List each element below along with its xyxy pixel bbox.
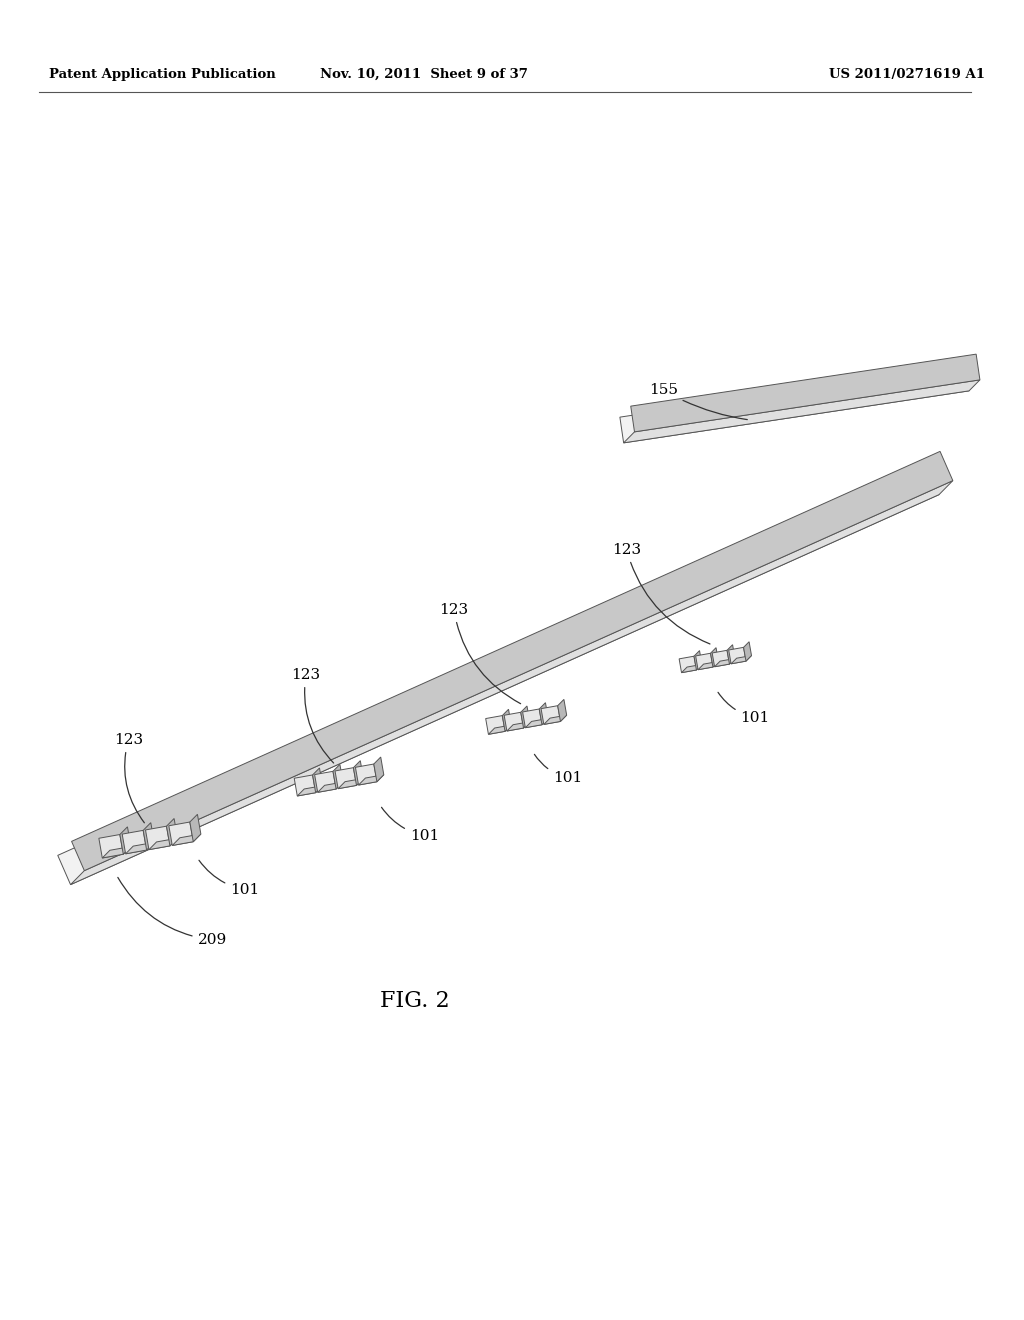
Polygon shape xyxy=(711,648,719,667)
Polygon shape xyxy=(504,713,523,731)
Polygon shape xyxy=(503,709,511,731)
Text: 123: 123 xyxy=(612,543,710,644)
Text: Patent Application Publication: Patent Application Publication xyxy=(49,69,276,81)
Text: FIG. 2: FIG. 2 xyxy=(380,990,450,1012)
Polygon shape xyxy=(743,642,752,661)
Polygon shape xyxy=(715,659,735,667)
Polygon shape xyxy=(122,830,146,854)
Polygon shape xyxy=(57,466,939,884)
Text: 209: 209 xyxy=(118,878,226,946)
Polygon shape xyxy=(731,656,752,664)
Polygon shape xyxy=(172,834,201,846)
Polygon shape xyxy=(620,366,969,442)
Polygon shape xyxy=(695,653,713,669)
Polygon shape xyxy=(729,647,745,664)
Polygon shape xyxy=(624,380,980,442)
Polygon shape xyxy=(314,771,336,792)
Polygon shape xyxy=(72,451,953,871)
Polygon shape xyxy=(355,764,377,785)
Polygon shape xyxy=(120,826,131,854)
Polygon shape xyxy=(525,718,548,727)
Polygon shape xyxy=(712,651,729,667)
Polygon shape xyxy=(544,715,566,725)
Polygon shape xyxy=(148,838,177,850)
Polygon shape xyxy=(485,715,505,734)
Polygon shape xyxy=(126,842,155,854)
Text: 123: 123 xyxy=(439,603,520,704)
Text: 123: 123 xyxy=(292,668,334,763)
Polygon shape xyxy=(333,764,343,789)
Text: US 2011/0271619 A1: US 2011/0271619 A1 xyxy=(829,69,985,81)
Polygon shape xyxy=(71,480,953,884)
Polygon shape xyxy=(558,700,566,722)
Polygon shape xyxy=(541,706,560,725)
Polygon shape xyxy=(169,822,194,846)
Text: 123: 123 xyxy=(114,733,144,822)
Text: 101: 101 xyxy=(535,754,582,785)
Text: 101: 101 xyxy=(718,692,770,725)
Polygon shape xyxy=(335,768,356,788)
Polygon shape xyxy=(488,725,511,734)
Polygon shape xyxy=(167,818,177,846)
Text: 101: 101 xyxy=(382,808,439,843)
Polygon shape xyxy=(507,722,529,731)
Polygon shape xyxy=(682,664,701,673)
Polygon shape xyxy=(143,822,155,850)
Text: 101: 101 xyxy=(199,861,259,898)
Polygon shape xyxy=(540,702,548,725)
Polygon shape xyxy=(727,644,735,664)
Polygon shape xyxy=(698,661,719,669)
Polygon shape xyxy=(294,775,315,796)
Polygon shape xyxy=(317,781,343,792)
Polygon shape xyxy=(189,814,201,842)
Polygon shape xyxy=(679,656,696,673)
Polygon shape xyxy=(522,709,542,727)
Polygon shape xyxy=(631,354,980,432)
Polygon shape xyxy=(297,785,323,796)
Text: 155: 155 xyxy=(649,383,748,420)
Text: Nov. 10, 2011  Sheet 9 of 37: Nov. 10, 2011 Sheet 9 of 37 xyxy=(321,69,528,81)
Polygon shape xyxy=(99,834,123,858)
Polygon shape xyxy=(338,779,364,788)
Polygon shape xyxy=(358,775,384,785)
Polygon shape xyxy=(353,760,364,785)
Polygon shape xyxy=(694,651,701,671)
Polygon shape xyxy=(312,768,323,793)
Polygon shape xyxy=(145,826,170,850)
Polygon shape xyxy=(374,758,384,781)
Polygon shape xyxy=(102,846,131,858)
Polygon shape xyxy=(521,706,529,729)
